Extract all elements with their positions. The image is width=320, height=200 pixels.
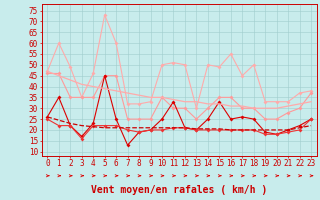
X-axis label: Vent moyen/en rafales ( km/h ): Vent moyen/en rafales ( km/h ): [91, 185, 267, 195]
